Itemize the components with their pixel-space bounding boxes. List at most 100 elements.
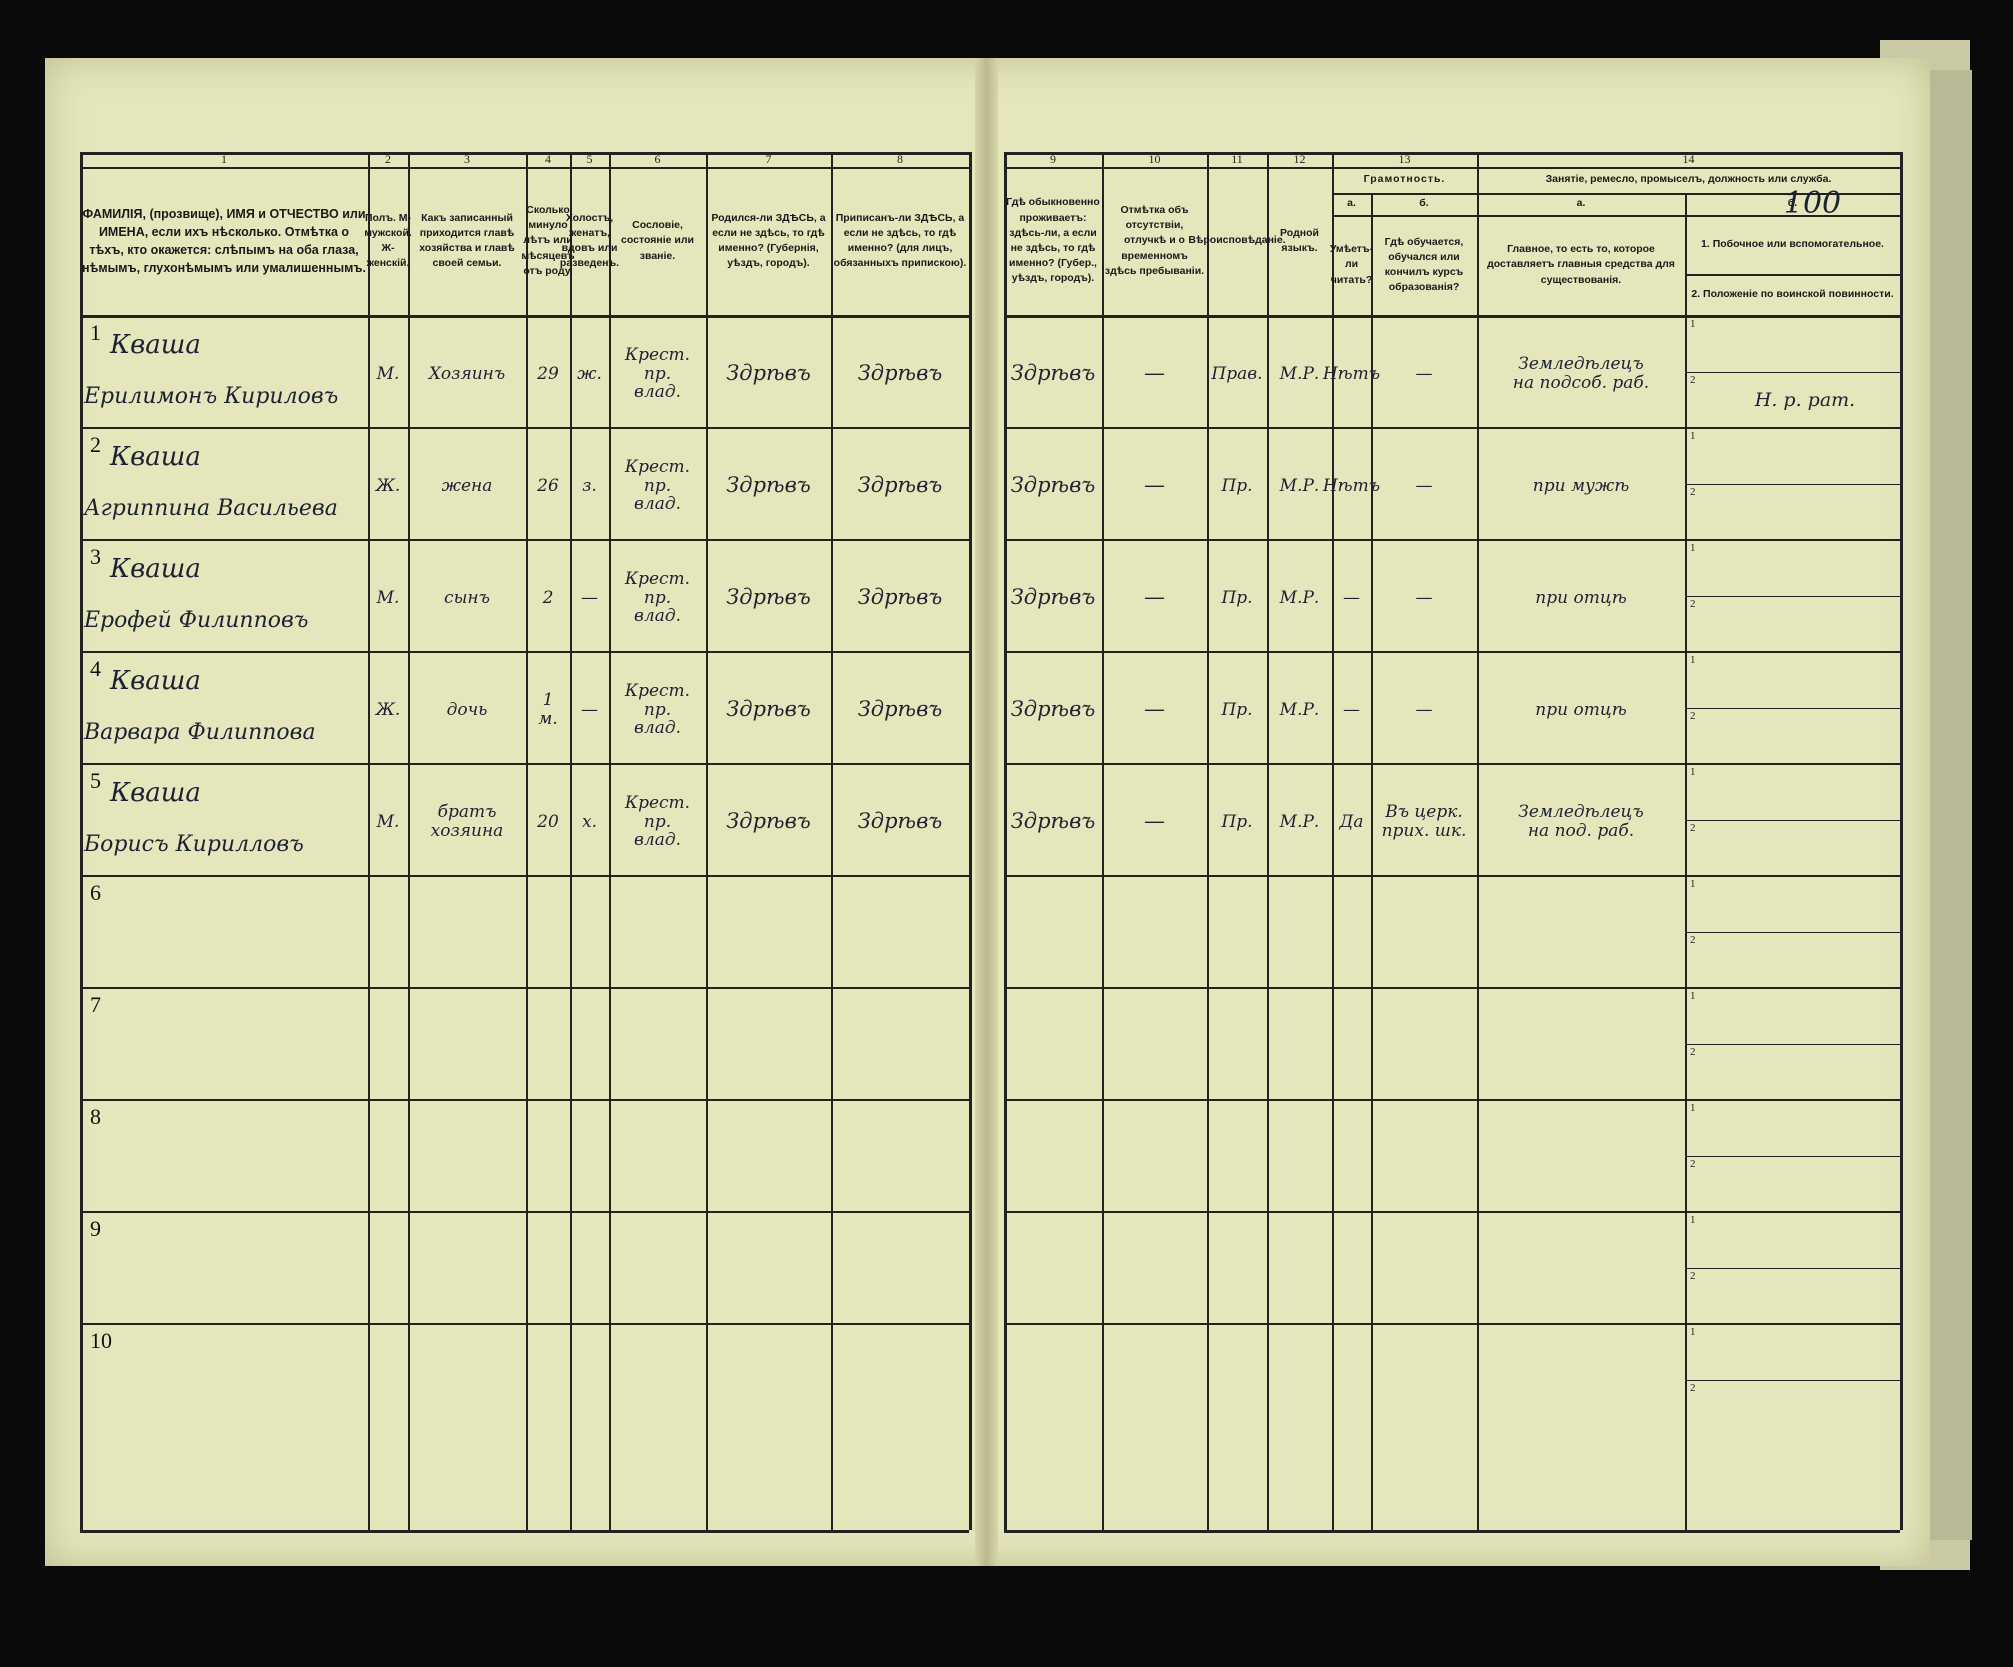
rule bbox=[80, 427, 969, 429]
cell-absence: — bbox=[1144, 473, 1165, 498]
column-header: ФАМИЛІЯ, (прозвище), ИМЯ и ОТЧЕСТВО или … bbox=[82, 206, 366, 276]
column-number: 12 bbox=[1293, 152, 1306, 166]
rule bbox=[1685, 1156, 1900, 1157]
cell-literate: — bbox=[1343, 587, 1360, 608]
sub-row-label: 1 bbox=[1690, 990, 1696, 1002]
column-number: 11 bbox=[1231, 152, 1243, 166]
cell-language: М.Р. bbox=[1279, 811, 1320, 832]
cell-occupation: при отцѣ bbox=[1535, 699, 1627, 720]
cell-sex: Ж. bbox=[375, 699, 401, 720]
column-number: 5 bbox=[586, 152, 593, 166]
cell-estate: Крест. пр. влад. bbox=[624, 568, 691, 627]
column-header: Сословіе, состояніе или званіе. bbox=[621, 219, 694, 262]
column-number: 4 bbox=[545, 152, 551, 166]
rule bbox=[1685, 484, 1900, 485]
column-header: Холостъ, женатъ, вдовъ или разведенъ. bbox=[559, 211, 620, 270]
rule bbox=[80, 167, 969, 169]
column-number: 1 bbox=[221, 152, 227, 166]
cell-literate: — bbox=[1343, 699, 1360, 720]
surname: Кваша bbox=[110, 665, 201, 696]
column-number: 8 bbox=[897, 152, 903, 166]
rule bbox=[80, 315, 969, 318]
cell-relation: Хозяинъ bbox=[428, 363, 506, 384]
cell-religion: Пр. bbox=[1221, 475, 1253, 496]
column-header: Полъ. М-мужской. Ж-женскій. bbox=[364, 211, 412, 270]
sub-header: 1. Побочное или вспомогательное. bbox=[1701, 237, 1884, 250]
given-name: Борисъ Кирилловъ bbox=[84, 831, 304, 857]
cell-occupation: при отцѣ bbox=[1535, 587, 1627, 608]
cell-age: 29 bbox=[537, 363, 559, 384]
sub-row-label: 1 bbox=[1690, 542, 1696, 554]
rule bbox=[1004, 315, 1900, 318]
column-header: Сколько минуло лѣтъ или мѣсяцевъ отъ род… bbox=[521, 203, 575, 277]
cell-literate: Да bbox=[1339, 811, 1364, 832]
rule bbox=[1685, 932, 1900, 933]
sub-row-label: 1 bbox=[1690, 766, 1696, 778]
cell-residence: Здрѣвъ bbox=[1010, 473, 1096, 498]
column-number: 7 bbox=[765, 152, 772, 166]
row-number: 4 bbox=[90, 656, 101, 681]
cell-residence: Здрѣвъ bbox=[1010, 697, 1096, 722]
rule bbox=[368, 152, 370, 1530]
row-number: 2 bbox=[90, 432, 101, 457]
row-number: 6 bbox=[90, 880, 101, 905]
cell-registered: Здрѣвъ bbox=[857, 809, 943, 834]
cell-religion: Пр. bbox=[1221, 587, 1253, 608]
surname: Кваша bbox=[110, 777, 201, 808]
row-number: 3 bbox=[90, 544, 101, 569]
rule bbox=[1207, 152, 1209, 1530]
sub-row-label: 1 bbox=[1690, 1326, 1696, 1338]
cell-military: Н. р. рат. bbox=[1754, 388, 1856, 411]
cell-schooling: Въ церк. прих. шк. bbox=[1381, 802, 1467, 841]
sub-header: 2. Положеніе по воинской повинности. bbox=[1691, 287, 1894, 300]
rule bbox=[80, 152, 83, 1530]
rule bbox=[1685, 1044, 1900, 1045]
column-number: 2 bbox=[385, 152, 391, 166]
rule bbox=[1685, 1268, 1900, 1269]
sub-header: а. bbox=[1347, 197, 1356, 210]
cell-language: М.Р. bbox=[1279, 587, 1320, 608]
cell-age: 2 bbox=[542, 587, 554, 608]
cell-schooling: — bbox=[1415, 475, 1433, 496]
row-number: 7 bbox=[90, 992, 101, 1017]
cell-occupation: при мужѣ bbox=[1532, 475, 1630, 496]
cell-absence: — bbox=[1144, 585, 1165, 610]
cell-sex: М. bbox=[376, 587, 400, 608]
rule bbox=[1685, 596, 1900, 597]
rule bbox=[1685, 1380, 1900, 1381]
rule bbox=[1477, 152, 1479, 1530]
row-number: 9 bbox=[90, 1216, 101, 1241]
cell-relation: дочь bbox=[446, 699, 488, 720]
column-header: Родился-ли ЗДѢСЬ, а если не здѣсь, то гд… bbox=[711, 211, 826, 270]
rule bbox=[1004, 152, 1007, 1530]
sub-row-label: 2 bbox=[1690, 1158, 1696, 1170]
row-number: 5 bbox=[90, 768, 101, 793]
rule bbox=[408, 152, 410, 1530]
rule bbox=[80, 875, 969, 877]
sub-row-label: 1 bbox=[1690, 654, 1696, 666]
group-header: Грамотность. bbox=[1363, 173, 1446, 186]
surname: Кваша bbox=[110, 329, 201, 360]
rule bbox=[1685, 193, 1687, 1530]
rule bbox=[1004, 1099, 1900, 1101]
cell-sex: М. bbox=[376, 811, 400, 832]
sub-row-label: 2 bbox=[1690, 1382, 1696, 1394]
cell-registered: Здрѣвъ bbox=[857, 697, 943, 722]
cell-religion: Пр. bbox=[1221, 811, 1253, 832]
sub-row-label: 1 bbox=[1690, 1102, 1696, 1114]
rule bbox=[1004, 1530, 1900, 1533]
sub-header: б. bbox=[1419, 197, 1429, 210]
cell-relation: сынъ bbox=[444, 587, 490, 608]
cell-sex: М. bbox=[376, 363, 400, 384]
cell-birthplace: Здрѣвъ bbox=[726, 473, 811, 498]
cell-estate: Крест. пр. влад. bbox=[624, 344, 691, 403]
rule bbox=[80, 1323, 969, 1325]
rule bbox=[609, 152, 611, 1530]
column-header: Приписанъ-ли ЗДѢСЬ, а если не здѣсь, то … bbox=[833, 211, 967, 270]
sub-row-label: 2 bbox=[1690, 934, 1696, 946]
rule bbox=[1371, 193, 1373, 1530]
cell-registered: Здрѣвъ bbox=[857, 361, 943, 386]
column-header: Гдѣ обучается, обучался или кончилъ курс… bbox=[1384, 235, 1464, 294]
rule bbox=[1685, 708, 1900, 709]
cell-age: 26 bbox=[537, 475, 559, 496]
